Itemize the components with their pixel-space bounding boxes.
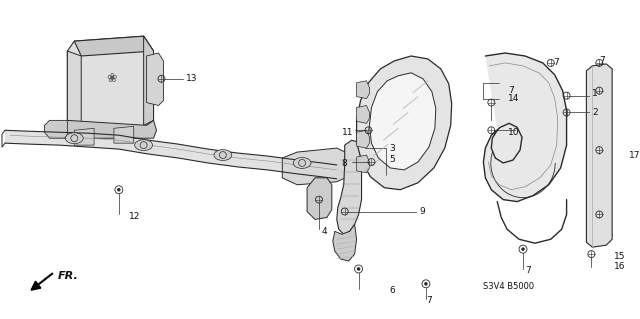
Polygon shape xyxy=(307,178,332,219)
Text: 1: 1 xyxy=(593,89,598,98)
Text: 8: 8 xyxy=(342,160,348,168)
Polygon shape xyxy=(45,120,67,138)
Polygon shape xyxy=(282,148,351,185)
Polygon shape xyxy=(356,106,369,123)
Polygon shape xyxy=(67,51,81,125)
Polygon shape xyxy=(356,56,452,190)
Ellipse shape xyxy=(65,133,83,144)
Text: 7: 7 xyxy=(554,58,559,67)
Ellipse shape xyxy=(214,150,232,160)
Circle shape xyxy=(424,282,428,286)
Circle shape xyxy=(117,188,121,191)
Polygon shape xyxy=(5,130,337,179)
Text: 7: 7 xyxy=(508,86,514,95)
Text: 13: 13 xyxy=(186,74,198,83)
Circle shape xyxy=(521,247,525,251)
Text: 16: 16 xyxy=(614,263,626,271)
Polygon shape xyxy=(483,53,566,202)
Polygon shape xyxy=(74,128,94,145)
Polygon shape xyxy=(147,53,163,106)
Text: 7: 7 xyxy=(426,296,432,305)
Text: 10: 10 xyxy=(508,128,520,137)
Polygon shape xyxy=(74,36,154,56)
Text: 3: 3 xyxy=(389,144,395,152)
Ellipse shape xyxy=(134,140,152,151)
Ellipse shape xyxy=(293,158,311,168)
Polygon shape xyxy=(114,126,134,143)
Polygon shape xyxy=(586,64,612,247)
Polygon shape xyxy=(356,130,369,148)
Polygon shape xyxy=(67,36,154,135)
Text: ❀: ❀ xyxy=(107,72,117,85)
Polygon shape xyxy=(369,73,436,170)
Polygon shape xyxy=(333,224,356,261)
Text: 11: 11 xyxy=(342,128,353,137)
Text: 7: 7 xyxy=(599,56,605,65)
Text: S3V4 B5000: S3V4 B5000 xyxy=(483,282,534,291)
Text: 5: 5 xyxy=(389,155,395,165)
Text: 6: 6 xyxy=(389,286,395,295)
Text: 7: 7 xyxy=(525,266,531,275)
Polygon shape xyxy=(337,140,362,234)
Text: 14: 14 xyxy=(508,94,520,103)
Text: FR.: FR. xyxy=(58,271,78,281)
Polygon shape xyxy=(28,272,54,293)
Text: 9: 9 xyxy=(419,207,425,216)
Polygon shape xyxy=(65,120,157,138)
Polygon shape xyxy=(356,81,369,99)
Text: 17: 17 xyxy=(629,151,640,160)
Circle shape xyxy=(356,267,360,271)
Text: 15: 15 xyxy=(614,252,626,261)
Text: 12: 12 xyxy=(129,212,140,221)
Polygon shape xyxy=(356,155,369,173)
Text: 4: 4 xyxy=(322,227,328,236)
Text: 2: 2 xyxy=(593,108,598,117)
Polygon shape xyxy=(143,36,154,125)
